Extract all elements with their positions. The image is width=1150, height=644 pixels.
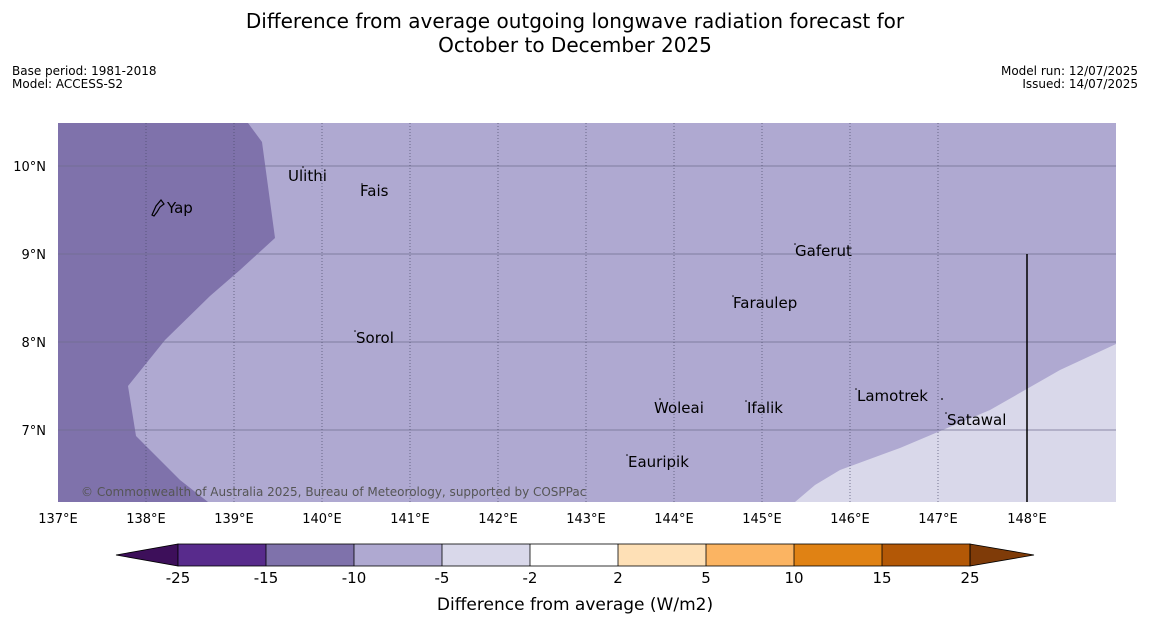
colorbar-tick: -5 [435, 569, 450, 587]
place-labels: Yap Ulithi Fais Gaferut Faraulep Sorol L… [166, 167, 1006, 471]
colorbar-high-extend [969, 543, 1035, 567]
colorbar-tick: -10 [342, 569, 367, 587]
colorbar: -25 -15 -10 -5 -2 2 5 10 15 25 Differenc… [115, 543, 1035, 615]
lon-tick: 141°E [390, 512, 430, 527]
colorbar-low-extend [115, 543, 179, 567]
shade-minus2-to-minus5 [795, 344, 1116, 502]
longitude-tick-labels: 137°E 138°E 139°E 140°E 141°E 142°E 143°… [38, 512, 1047, 527]
model-run-text: Model run: 12/07/2025 [1000, 64, 1138, 78]
colorbar-label: Difference from average (W/m2) [437, 595, 713, 615]
lon-tick: 148°E [1007, 512, 1047, 527]
colorbar-segment [530, 544, 618, 566]
map-title: Difference from average outgoing longwav… [0, 9, 1150, 57]
lat-tick: 8°N [22, 336, 47, 351]
place-label-sorol: Sorol [356, 329, 394, 347]
latitude-tick-labels: 10°N 9°N 8°N 7°N [13, 160, 46, 439]
lon-tick: 146°E [830, 512, 870, 527]
meta-right: Model run: 12/07/2025 Issued: 14/07/2025 [1001, 65, 1138, 91]
title-line-1: Difference from average outgoing longwav… [245, 9, 905, 33]
lon-tick: 143°E [566, 512, 606, 527]
place-label-satawal: Satawal [947, 411, 1006, 429]
colorbar-tick: 5 [701, 569, 711, 587]
shade-minus10-to-minus15 [58, 123, 275, 502]
model-text: Model: ACCESS-S2 [12, 77, 124, 91]
colorbar-tick: 15 [872, 569, 891, 587]
colorbar-segment [266, 544, 354, 566]
place-label-ulithi: Ulithi [288, 167, 327, 185]
base-period-text: Base period: 1981-2018 [12, 64, 157, 78]
yap-island-outline [151, 199, 165, 217]
lon-tick: 142°E [478, 512, 518, 527]
place-label-gaferut: Gaferut [795, 242, 852, 260]
colorbar-segment [882, 544, 970, 566]
lon-tick: 137°E [38, 512, 78, 527]
colorbar-segment [794, 544, 882, 566]
longitude-gridlines [145, 123, 939, 502]
lon-tick: 145°E [742, 512, 782, 527]
colorbar-tick: 25 [960, 569, 979, 587]
copyright-notice: © Commonwealth of Australia 2025, Bureau… [81, 485, 586, 499]
place-label-yap: Yap [166, 199, 193, 217]
place-label-lamotrek: Lamotrek [857, 387, 928, 405]
colorbar-tick: 2 [613, 569, 623, 587]
title-line-2: October to December 2025 [438, 33, 712, 57]
place-label-fais: Fais [360, 182, 389, 200]
lat-tick: 7°N [22, 424, 47, 439]
issued-text: Issued: 14/07/2025 [1022, 77, 1138, 91]
place-label-woleai: Woleai [654, 399, 704, 417]
lon-tick: 144°E [654, 512, 694, 527]
lon-tick: 139°E [214, 512, 254, 527]
colorbar-segment [442, 544, 530, 566]
lat-tick: 9°N [22, 248, 47, 263]
colorbar-tick: -25 [166, 569, 191, 587]
colorbar-segment [618, 544, 706, 566]
place-label-eauripik: Eauripik [628, 453, 689, 471]
colorbar-segment [706, 544, 794, 566]
lon-tick: 147°E [918, 512, 958, 527]
colorbar-tick: -2 [523, 569, 538, 587]
colorbar-tick: 10 [784, 569, 803, 587]
place-label-ifalik: Ifalik [747, 399, 783, 417]
colorbar-segment [178, 544, 266, 566]
place-label-faraulep: Faraulep [733, 294, 797, 312]
meta-left: Base period: 1981-2018 Model: ACCESS-S2 [12, 65, 157, 91]
map-shading [58, 123, 1116, 502]
colorbar-tick: -15 [254, 569, 279, 587]
lon-tick: 138°E [126, 512, 166, 527]
lon-tick: 140°E [302, 512, 342, 527]
colorbar-segment [354, 544, 442, 566]
island-markers [302, 166, 947, 456]
lat-tick: 10°N [13, 160, 46, 175]
